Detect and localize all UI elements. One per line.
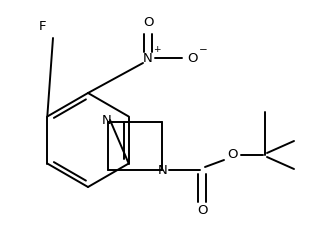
Text: O: O (227, 149, 237, 162)
Text: N: N (143, 51, 153, 64)
Text: N: N (158, 164, 168, 178)
Text: O: O (143, 16, 153, 30)
Text: +: + (153, 45, 161, 54)
Text: O: O (187, 51, 197, 64)
Text: O: O (197, 203, 207, 217)
Text: F: F (39, 20, 47, 33)
Text: −: − (199, 45, 207, 55)
Text: N: N (102, 114, 112, 128)
